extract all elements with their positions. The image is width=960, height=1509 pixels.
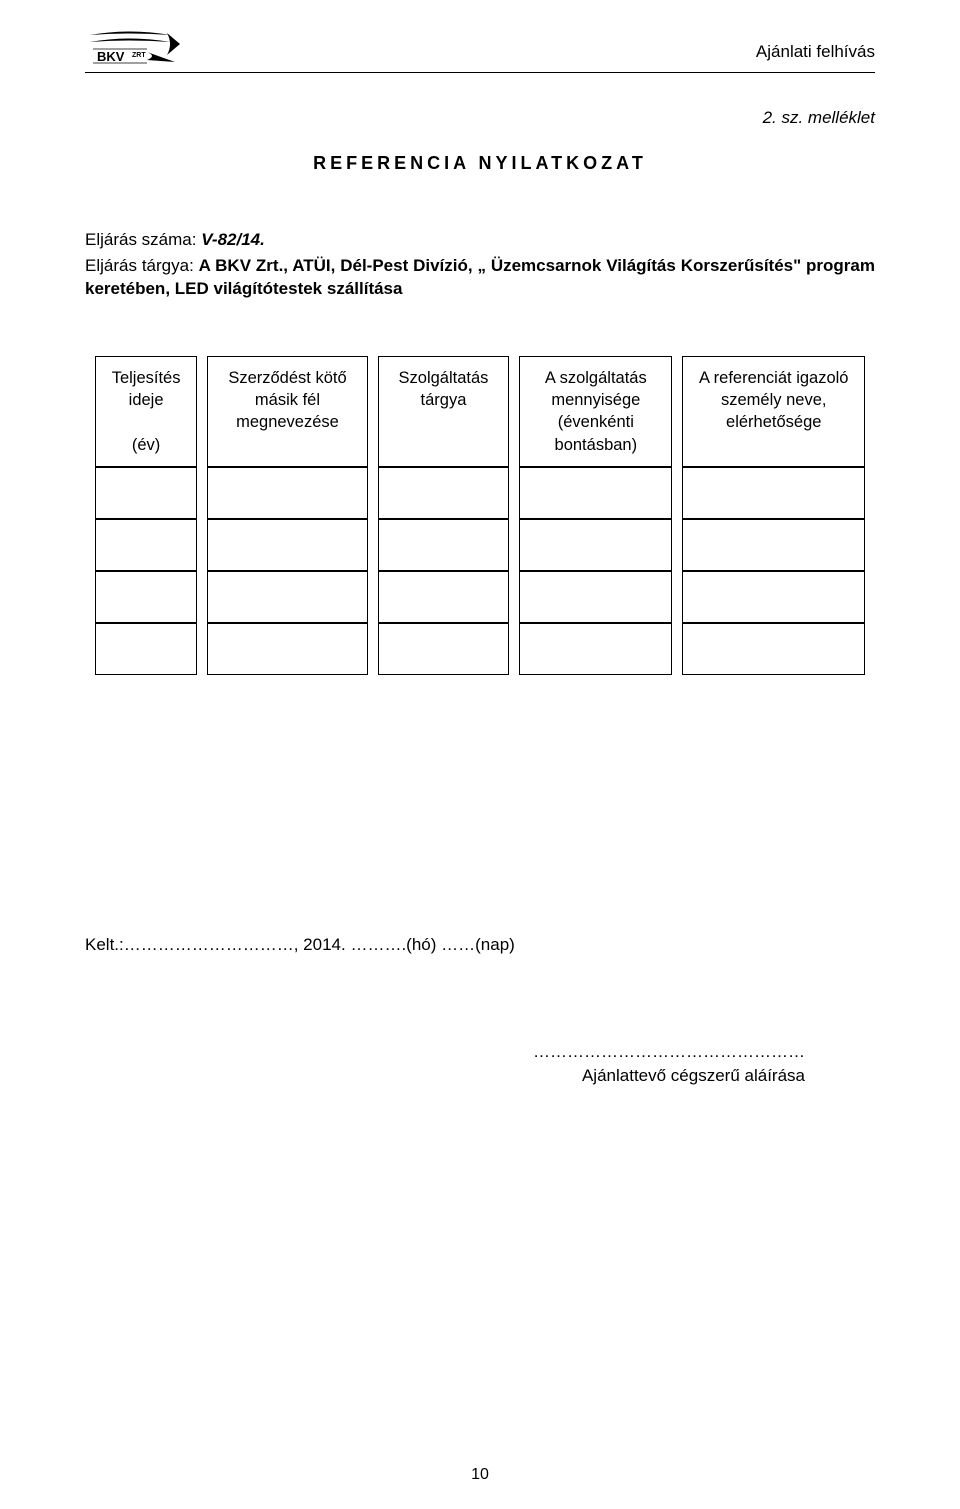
- header-title: Ajánlati felhívás: [756, 30, 875, 62]
- col-header-ref: A referenciát igazoló személy neve, elér…: [682, 356, 865, 467]
- col-header-qty: A szolgáltatás mennyisége (évenkénti bon…: [519, 356, 672, 467]
- col-header-year-l1: Teljesítés ideje: [112, 369, 181, 409]
- proc-subject-value: A BKV Zrt., ATÜI, Dél-Pest Divízió, „ Üz…: [85, 256, 875, 298]
- signature-label: Ajánlattevő cégszerű aláírása: [582, 1066, 805, 1085]
- reference-table: Teljesítés ideje (év) Szerződést kötő má…: [85, 356, 875, 675]
- proc-number-value: V-82/14.: [201, 230, 265, 249]
- attachment-label: 2. sz. melléklet: [85, 108, 875, 128]
- table-row: [95, 519, 865, 571]
- signature-dots: …………………………………………: [533, 1042, 805, 1061]
- date-line: Kelt.:…………………………, 2014. ……….(hó) ……(nap): [85, 935, 875, 955]
- col-header-year-l2: (év): [132, 436, 160, 454]
- col-header-party: Szerződést kötő másik fél megnevezése: [207, 356, 368, 467]
- page-number: 10: [0, 1466, 960, 1484]
- col-header-service: Szolgáltatás tárgya: [378, 356, 509, 467]
- col-header-year: Teljesítés ideje (év): [95, 356, 197, 467]
- table-row: [95, 571, 865, 623]
- table-body: [95, 467, 865, 675]
- proc-subject-line: Eljárás tárgya: A BKV Zrt., ATÜI, Dél-Pe…: [85, 255, 875, 301]
- document-title: REFERENCIA NYILATKOZAT: [85, 153, 875, 174]
- bkv-logo-icon: BKV ZRT: [85, 30, 180, 70]
- svg-text:BKV: BKV: [97, 49, 125, 64]
- table-row: [95, 623, 865, 675]
- table-row: [95, 467, 865, 519]
- svg-text:ZRT: ZRT: [132, 52, 146, 59]
- page-header: BKV ZRT Ajánlati felhívás: [85, 30, 875, 73]
- proc-number-line: Eljárás száma: V-82/14.: [85, 229, 875, 252]
- proc-number-label: Eljárás száma:: [85, 230, 201, 249]
- signature-block: ………………………………………… Ajánlattevő cégszerű al…: [85, 1040, 875, 1088]
- proc-subject-label: Eljárás tárgya:: [85, 256, 199, 275]
- logo: BKV ZRT: [85, 30, 180, 70]
- intro-block: Eljárás száma: V-82/14. Eljárás tárgya: …: [85, 229, 875, 301]
- table-header-row: Teljesítés ideje (év) Szerződést kötő má…: [95, 356, 865, 467]
- document-page: BKV ZRT Ajánlati felhívás 2. sz. mellékl…: [0, 0, 960, 1509]
